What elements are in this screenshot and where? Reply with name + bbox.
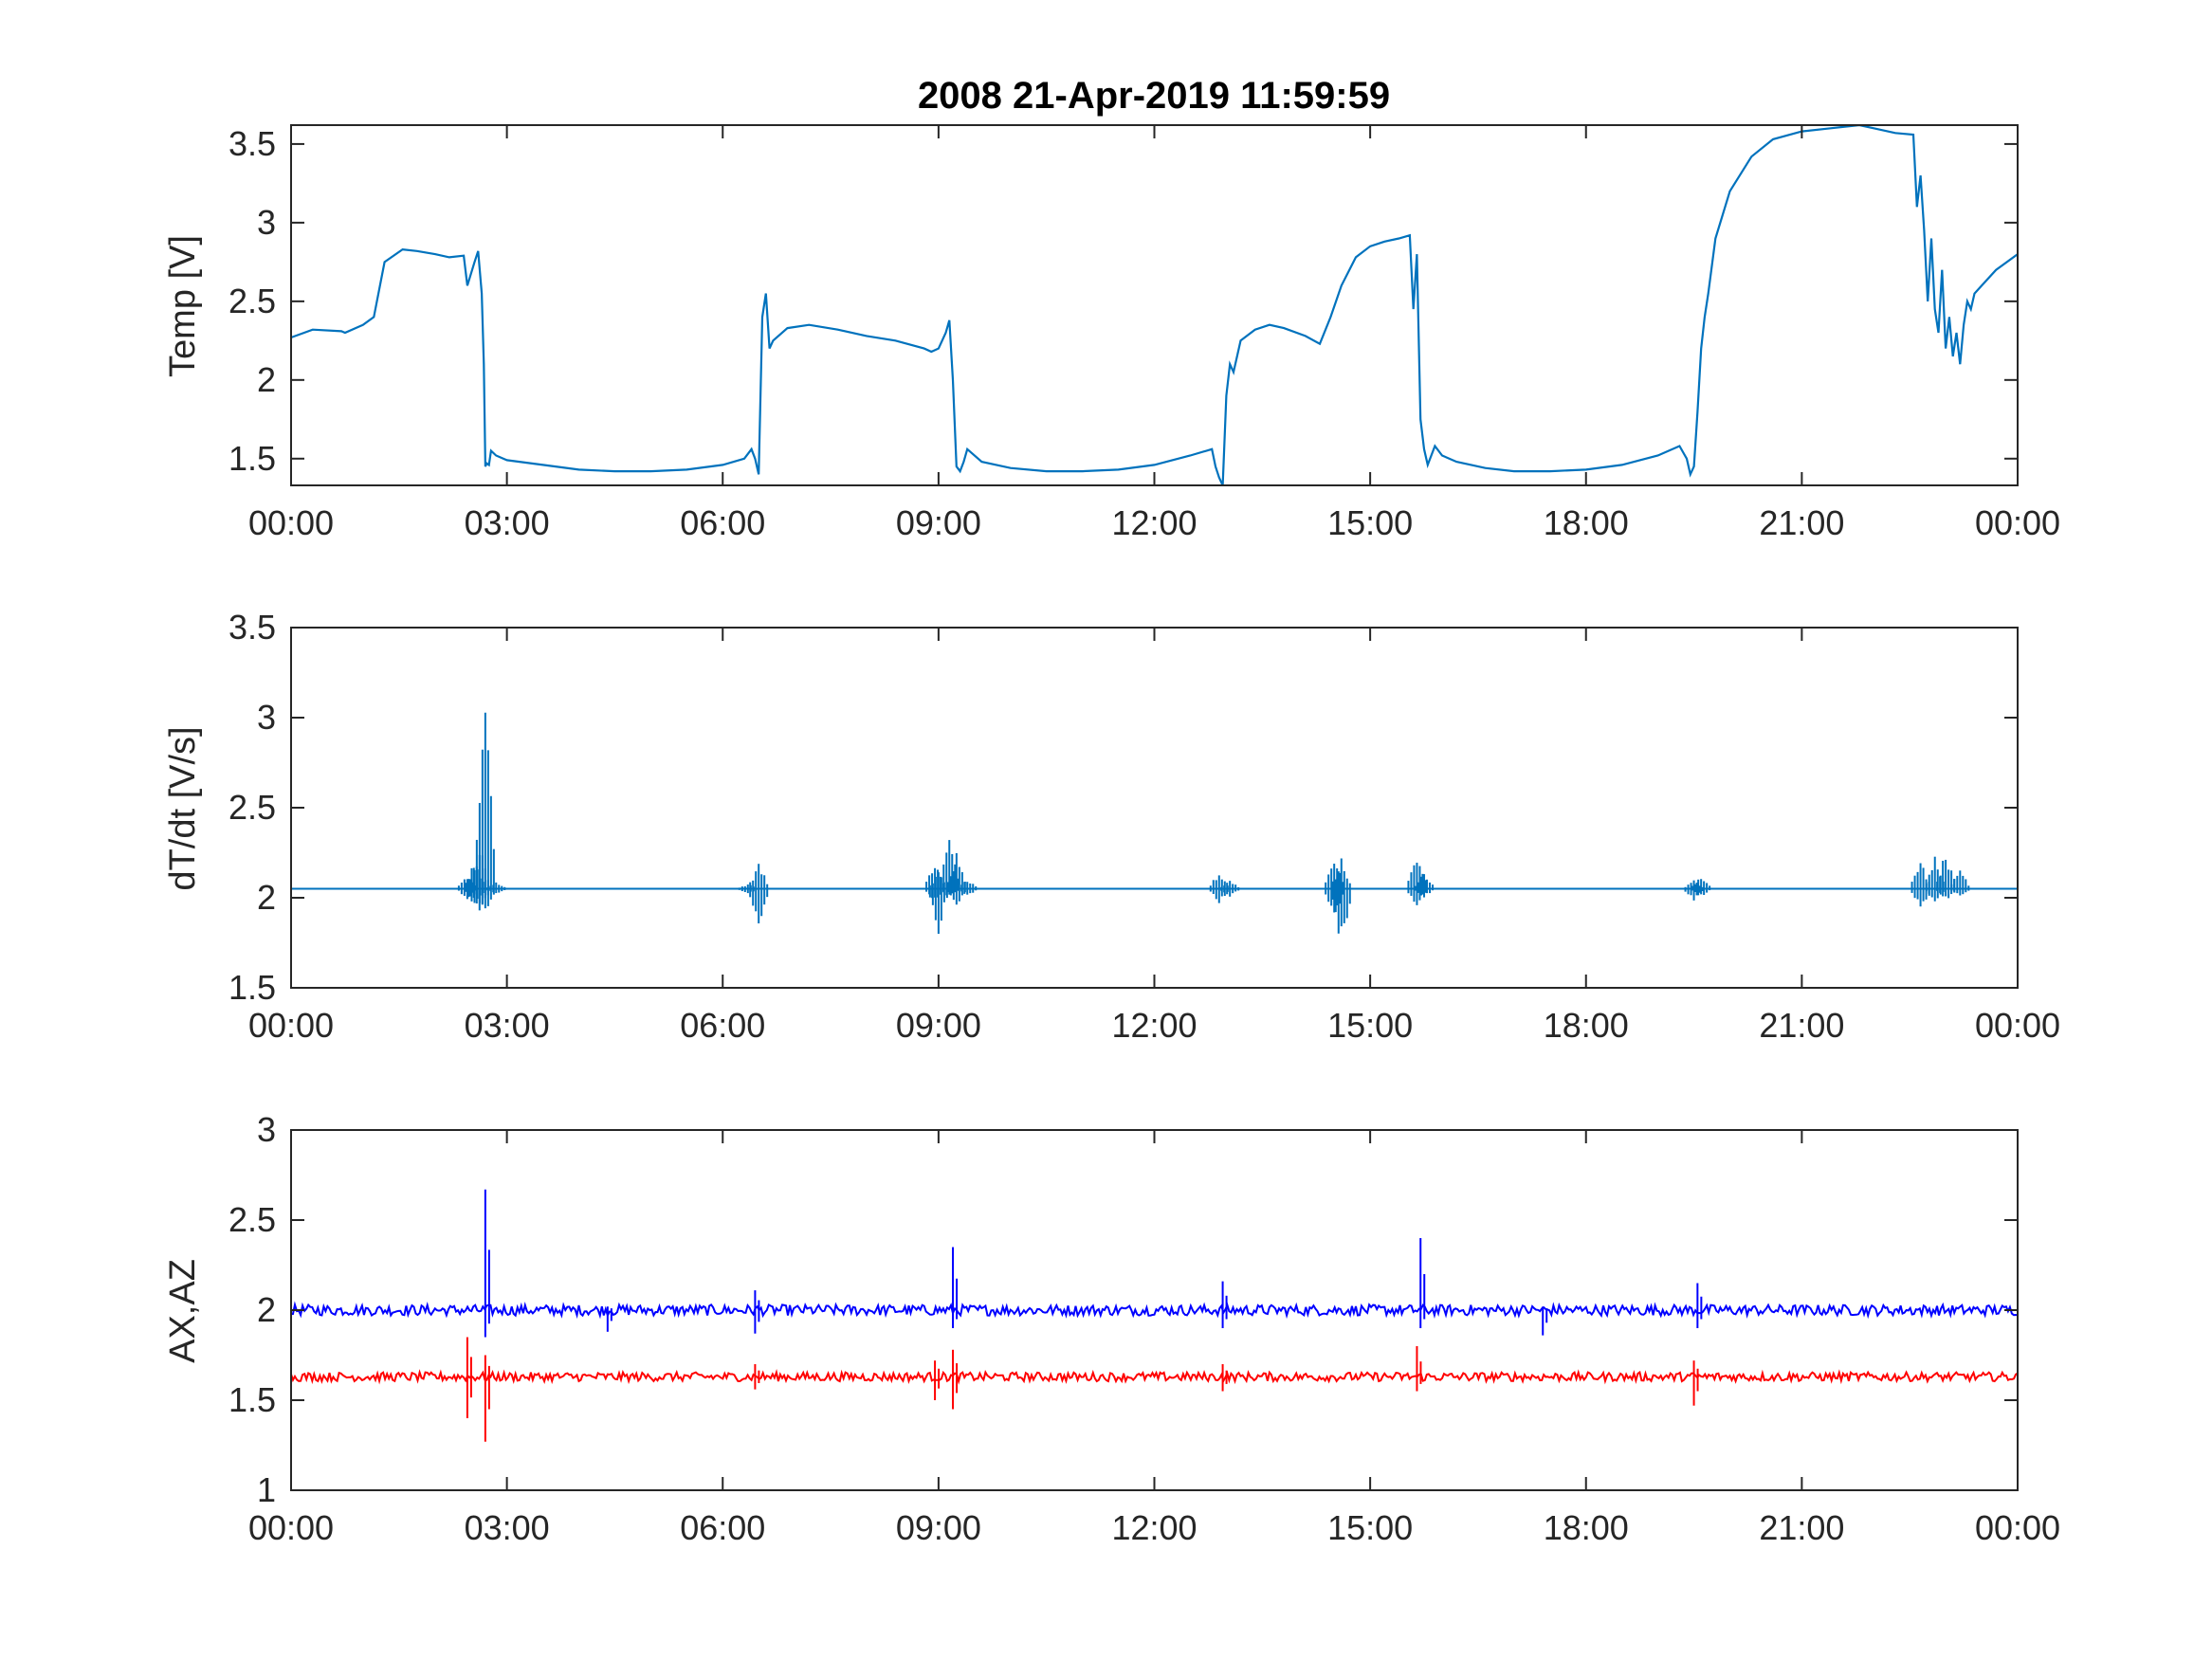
accel-xtick-label: 18:00 (1544, 1508, 1629, 1547)
accel-ytick-label: 1.5 (229, 1380, 276, 1419)
temp-xtick-label: 03:00 (465, 503, 550, 542)
derivative-plot-area (291, 712, 2018, 934)
derivative-xtick-label: 00:00 (248, 1006, 334, 1045)
temp-ytick-label: 3 (257, 203, 276, 242)
accel-ytick-label: 3 (257, 1110, 276, 1149)
derivative-ytick-label: 2 (257, 878, 276, 917)
accel-series-0-line (291, 1301, 2018, 1320)
temp-panel: Temp [V] (163, 124, 2019, 486)
temp-series-line (291, 125, 2018, 485)
derivative-axes-box (290, 627, 2019, 989)
derivative-xtick-label: 21:00 (1759, 1006, 1844, 1045)
accel-xtick-label: 00:00 (1975, 1508, 2060, 1547)
temp-xtick-label: 18:00 (1544, 503, 1629, 542)
derivative-panel: dT/dt [V/s] (163, 627, 2019, 989)
derivative-ylabel: dT/dt [V/s] (163, 726, 203, 890)
derivative-xtick-label: 03:00 (465, 1006, 550, 1045)
accel-series-group (291, 1189, 2018, 1442)
derivative-ytick-label: 2.5 (229, 788, 276, 827)
temp-xtick-label: 00:00 (248, 503, 334, 542)
accel-series-1-line (291, 1369, 2018, 1385)
accel-xtick-label: 09:00 (896, 1508, 981, 1547)
figure-title: 2008 21-Apr-2019 11:59:59 (918, 75, 1390, 117)
temp-series-group (291, 125, 2018, 485)
derivative-xtick-label: 09:00 (896, 1006, 981, 1045)
accel-ytick-label: 1 (257, 1470, 276, 1509)
accel-plot-area (291, 1189, 2018, 1442)
temp-axes-box (290, 124, 2019, 486)
derivative-xtick-label: 06:00 (680, 1006, 765, 1045)
temp-ytick-label: 1.5 (229, 439, 276, 478)
accel-xtick-label: 15:00 (1327, 1508, 1413, 1547)
accel-xtick-label: 06:00 (680, 1508, 765, 1547)
accel-xtick-label: 12:00 (1111, 1508, 1197, 1547)
temp-xtick-label: 00:00 (1975, 503, 2060, 542)
accel-ylabel: AX,AZ (163, 1259, 203, 1363)
temp-ylabel: Temp [V] (163, 235, 203, 377)
derivative-ytick-label: 3 (257, 698, 276, 737)
temp-ytick-label: 2.5 (229, 282, 276, 320)
derivative-xtick-label: 15:00 (1327, 1006, 1413, 1045)
accel-xtick-label: 03:00 (465, 1508, 550, 1547)
accel-xtick-label: 00:00 (248, 1508, 334, 1547)
temp-xtick-label: 21:00 (1759, 503, 1844, 542)
derivative-xtick-label: 00:00 (1975, 1006, 2060, 1045)
derivative-ytick-label: 1.5 (229, 968, 276, 1007)
temp-xtick-label: 09:00 (896, 503, 981, 542)
temp-plot-area (291, 125, 2018, 485)
temp-ytick-label: 2 (257, 360, 276, 399)
accel-ytick-label: 2 (257, 1290, 276, 1329)
temp-xtick-label: 12:00 (1111, 503, 1197, 542)
derivative-ytick-label: 3.5 (229, 608, 276, 647)
derivative-xtick-label: 18:00 (1544, 1006, 1629, 1045)
derivative-series-group (291, 712, 2018, 934)
accel-panel: AX,AZ (163, 1129, 2019, 1491)
temp-ytick-label: 3.5 (229, 124, 276, 163)
derivative-xtick-label: 12:00 (1111, 1006, 1197, 1045)
accel-ytick-label: 2.5 (229, 1200, 276, 1239)
temp-xtick-label: 06:00 (680, 503, 765, 542)
temp-xtick-label: 15:00 (1327, 503, 1413, 542)
accel-xtick-label: 21:00 (1759, 1508, 1844, 1547)
